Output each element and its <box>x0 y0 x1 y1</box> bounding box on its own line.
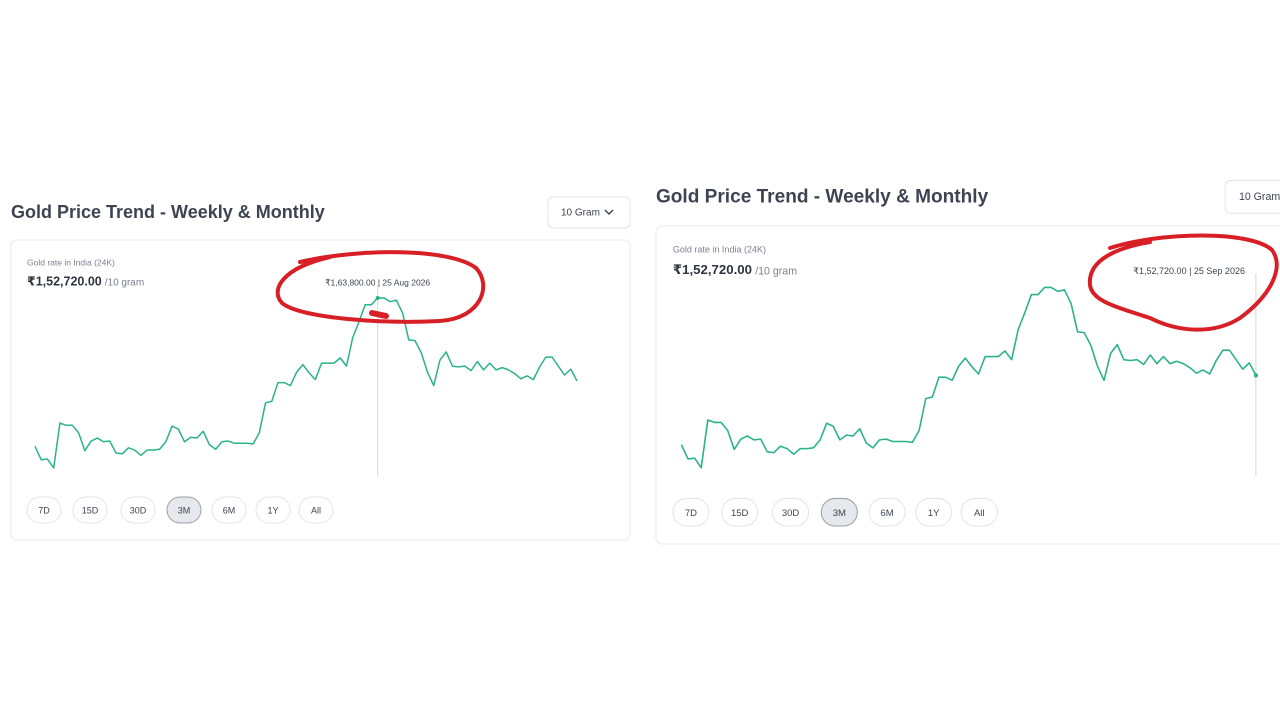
range-button[interactable] <box>820 497 858 527</box>
gold-chart-panel: Gold Price Trend - Weekly & Monthly 10 Gr… <box>10 196 631 541</box>
price-unit: /10 gram <box>105 278 144 289</box>
panels: Gold Price Trend - Weekly & Monthly 10 Gr… <box>10 179 1280 545</box>
dropdown-chevron <box>604 209 614 215</box>
range-button[interactable] <box>166 496 202 524</box>
unit-dropdown[interactable] <box>547 196 631 229</box>
range-button[interactable] <box>772 497 810 527</box>
range-button-label[interactable]: 30D <box>130 505 147 515</box>
price-line <box>34 297 578 469</box>
range-button[interactable] <box>960 497 998 527</box>
range-button[interactable] <box>868 497 906 527</box>
range-button[interactable] <box>255 496 291 524</box>
gold-chart-panel: Gold Price Trend - Weekly & Monthly 10 Gr… <box>655 179 1280 545</box>
chart-subtitle: Gold rate in India (24K) <box>673 245 766 255</box>
annotation-mark <box>369 310 389 319</box>
hover-tooltip: ₹1,63,800.00 | 25 Aug 2026 <box>325 277 430 287</box>
range-button-label[interactable]: 15D <box>82 505 99 515</box>
chart-card <box>655 225 1280 545</box>
range-button-label[interactable]: 1Y <box>267 505 278 515</box>
range-button[interactable] <box>72 496 108 524</box>
hover-point <box>1253 373 1259 378</box>
unit-dropdown-label: 10 Gram <box>561 208 600 219</box>
range-button-label[interactable]: 15D <box>731 508 749 519</box>
range-button-label[interactable]: 6M <box>880 508 893 519</box>
price-line <box>680 286 1257 469</box>
annotation-circle <box>275 250 486 324</box>
panel-title: Gold Price Trend - Weekly & Monthly <box>11 202 325 222</box>
unit-dropdown[interactable] <box>1224 179 1280 214</box>
range-button-label[interactable]: All <box>974 508 985 519</box>
range-button[interactable] <box>721 497 759 527</box>
range-button[interactable] <box>26 496 62 524</box>
range-button-label[interactable]: 3M <box>833 508 846 519</box>
unit-dropdown-label: 10 Gram <box>1239 191 1280 203</box>
range-button-label[interactable]: 30D <box>782 508 800 519</box>
price-unit: /10 gram <box>755 265 797 277</box>
range-button[interactable] <box>298 496 334 524</box>
range-button[interactable] <box>672 497 710 527</box>
range-button-label[interactable]: 3M <box>178 505 191 515</box>
range-button-label[interactable]: All <box>311 505 321 515</box>
current-price: ₹1,52,720.00 <box>673 262 752 277</box>
hover-point <box>375 295 380 300</box>
range-button[interactable] <box>211 496 247 524</box>
range-button[interactable] <box>120 496 156 524</box>
current-price: ₹1,52,720.00 <box>27 274 102 288</box>
range-button-label[interactable]: 1Y <box>928 508 940 519</box>
range-button-label[interactable]: 7D <box>38 505 50 515</box>
chart-subtitle: Gold rate in India (24K) <box>27 257 115 267</box>
chart-card <box>10 239 631 541</box>
range-button-label[interactable]: 7D <box>685 508 697 519</box>
panel-title: Gold Price Trend - Weekly & Monthly <box>656 186 989 207</box>
range-button[interactable] <box>915 497 953 527</box>
hover-tooltip: ₹1,52,720.00 | 25 Sep 2026 <box>1133 266 1245 276</box>
range-button-label[interactable]: 6M <box>223 505 236 515</box>
annotation-circle <box>1087 233 1279 332</box>
